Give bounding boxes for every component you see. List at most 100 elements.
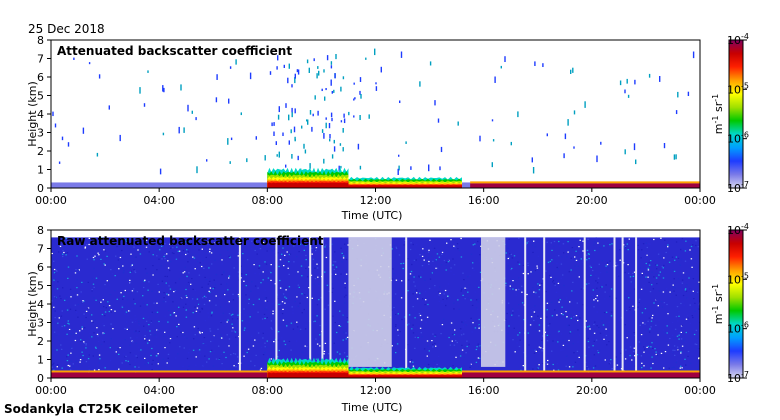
noise-pixel [182, 365, 184, 367]
noise-pixel [578, 276, 580, 278]
noise-pixel [629, 292, 631, 294]
noise-pixel [698, 281, 700, 283]
noise-pixel [319, 334, 321, 336]
noise-pixel [110, 269, 112, 271]
noise-pixel [317, 276, 319, 278]
noise-pixel [71, 347, 73, 349]
noise-pixel [573, 352, 575, 354]
noise-pixel [681, 367, 683, 369]
noise-pixel [436, 253, 439, 255]
noise-pixel [75, 311, 78, 313]
noise-pixel [81, 282, 83, 284]
noise-pixel [305, 324, 307, 326]
noise-pixel [248, 302, 250, 305]
noise-pixel [74, 256, 76, 258]
speck [271, 122, 273, 127]
noise-pixel [587, 238, 589, 240]
noise-pixel [316, 315, 318, 317]
noise-pixel [186, 357, 189, 360]
noise-pixel [338, 321, 340, 323]
noise-pixel [674, 287, 676, 289]
noise-pixel [647, 330, 649, 332]
noise-pixel [461, 344, 463, 346]
noise-pixel [167, 321, 169, 323]
noise-pixel [347, 244, 349, 246]
noise-pixel [319, 324, 321, 327]
speck [573, 110, 576, 115]
noise-pixel [469, 366, 471, 368]
noise-pixel [279, 287, 282, 289]
noise-pixel [128, 363, 130, 365]
speck [627, 94, 630, 98]
noise-pixel [419, 254, 421, 256]
clear-streak [635, 237, 638, 371]
noise-pixel [229, 256, 231, 258]
noise-pixel [542, 362, 544, 365]
clear-streak [275, 237, 278, 371]
noise-pixel [58, 251, 60, 253]
speck [342, 128, 344, 133]
noise-pixel [438, 294, 440, 296]
noise-pixel [615, 347, 617, 349]
noise-pixel [523, 327, 525, 329]
noise-pixel [156, 302, 158, 304]
noise-pixel [279, 259, 282, 261]
noise-pixel [443, 291, 445, 293]
noise-pixel [271, 250, 273, 252]
noise-pixel [659, 256, 661, 258]
noise-pixel [557, 331, 560, 333]
speck [374, 48, 376, 56]
noise-pixel [532, 271, 534, 273]
noise-pixel [687, 317, 689, 319]
noise-pixel [100, 260, 102, 263]
noise-pixel [560, 313, 563, 315]
noise-pixel [537, 315, 539, 317]
noise-pixel [164, 258, 166, 260]
speck [573, 146, 575, 149]
noise-pixel [299, 302, 301, 304]
noise-pixel [640, 288, 643, 290]
speck [297, 155, 299, 161]
speck [240, 112, 242, 116]
noise-pixel [466, 345, 468, 348]
noise-pixel [274, 248, 276, 250]
noise-pixel [85, 343, 87, 345]
noise-pixel [676, 346, 679, 348]
noise-pixel [243, 355, 245, 357]
noise-pixel [164, 331, 166, 333]
noise-pixel [478, 318, 480, 321]
noise-pixel [254, 249, 256, 252]
noise-pixel [533, 311, 536, 313]
noise-pixel [534, 246, 537, 248]
noise-pixel [605, 328, 607, 330]
noise-pixel [594, 321, 596, 323]
noise-pixel [252, 304, 255, 306]
noise-pixel [281, 313, 284, 315]
noise-pixel [118, 368, 120, 370]
noise-pixel [605, 334, 608, 337]
noise-pixel [197, 349, 200, 351]
noise-pixel [675, 241, 678, 243]
noise-pixel [603, 336, 605, 338]
noise-pixel [606, 264, 609, 266]
speck [542, 63, 544, 68]
noise-pixel [655, 277, 658, 279]
speck [619, 80, 622, 86]
colorbar-tick-label: 10-7 [727, 370, 749, 385]
noise-pixel [406, 344, 409, 346]
noise-pixel [128, 310, 130, 312]
speck [304, 149, 307, 154]
noise-pixel [246, 351, 248, 354]
noise-pixel [662, 277, 665, 279]
noise-pixel [655, 353, 657, 356]
noise-pixel [540, 343, 543, 345]
noise-pixel [447, 295, 449, 297]
noise-pixel [175, 257, 177, 259]
speck [340, 120, 343, 123]
noise-pixel [641, 367, 643, 369]
noise-pixel [604, 359, 606, 361]
noise-pixel [80, 339, 82, 341]
noise-pixel [604, 291, 606, 293]
noise-pixel [669, 282, 672, 285]
speck [398, 154, 400, 157]
